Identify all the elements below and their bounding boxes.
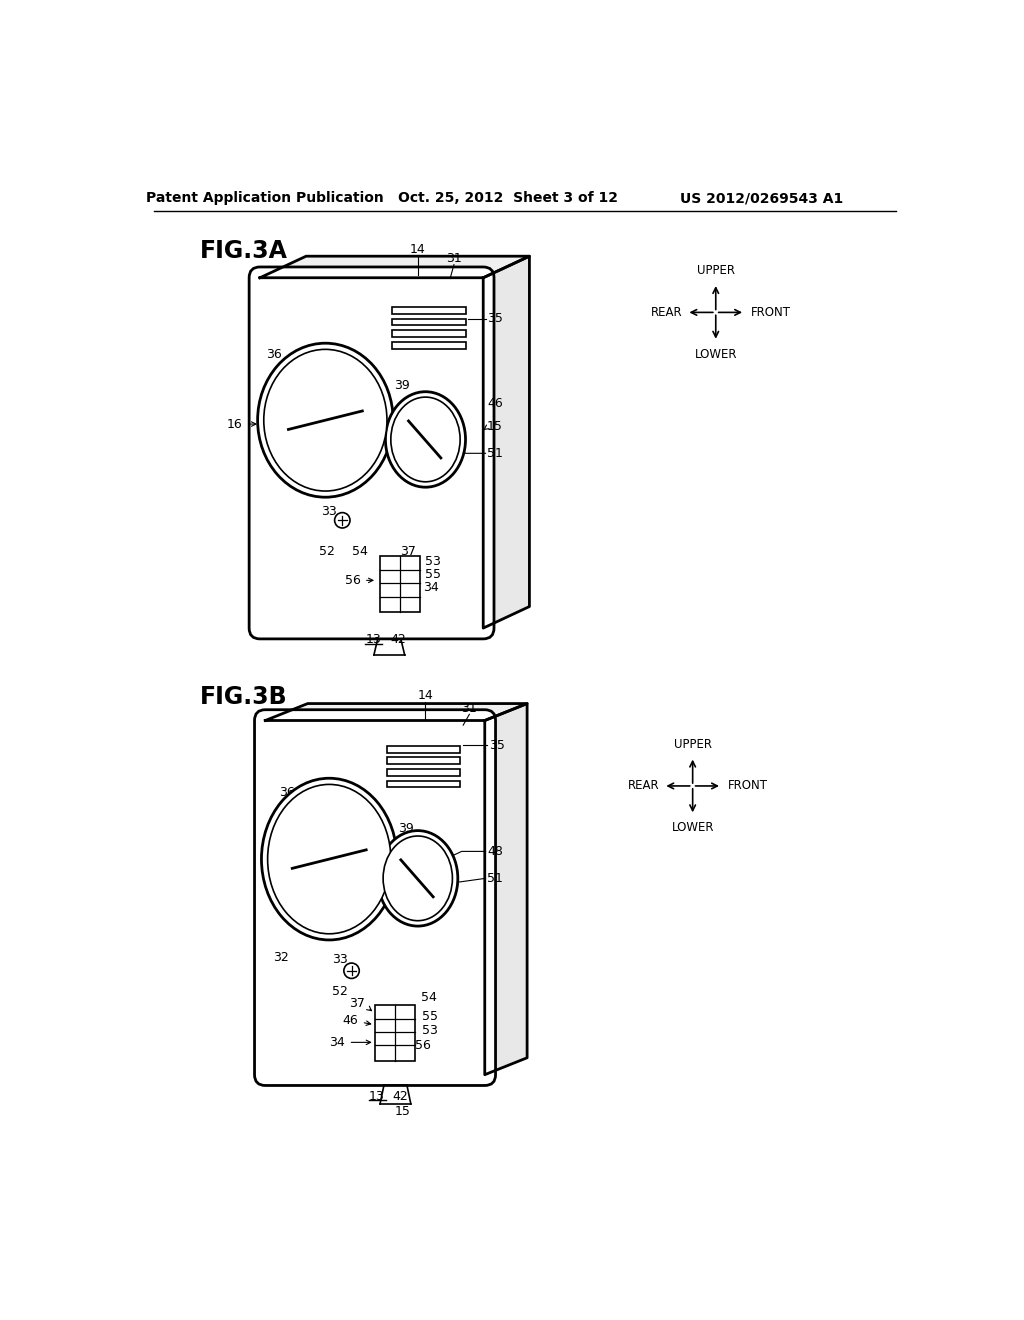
Ellipse shape [264, 350, 387, 491]
Text: Oct. 25, 2012  Sheet 3 of 12: Oct. 25, 2012 Sheet 3 of 12 [398, 191, 617, 206]
Text: 15: 15 [487, 420, 503, 433]
Bar [387, 770, 460, 776]
Polygon shape [484, 704, 527, 1074]
FancyBboxPatch shape [249, 267, 494, 639]
Text: 31: 31 [446, 252, 462, 265]
Text: 33: 33 [332, 953, 348, 966]
Polygon shape [483, 256, 529, 628]
Bar [376, 1006, 416, 1061]
Text: FIG.3A: FIG.3A [200, 239, 288, 263]
Text: 37: 37 [349, 998, 366, 1010]
Text: 41: 41 [375, 841, 391, 853]
Text: 31: 31 [462, 702, 477, 714]
Text: REAR: REAR [628, 779, 659, 792]
Text: 55: 55 [422, 1010, 437, 1023]
Text: 39: 39 [393, 379, 410, 392]
Text: FIG.3B: FIG.3B [200, 685, 288, 709]
Text: 16: 16 [291, 804, 306, 817]
Text: 48: 48 [487, 845, 503, 858]
Text: 52: 52 [318, 545, 335, 557]
Text: 51: 51 [487, 871, 503, 884]
Text: 39: 39 [398, 822, 414, 834]
Text: 34: 34 [423, 581, 439, 594]
Circle shape [335, 512, 350, 528]
Text: 33: 33 [322, 504, 337, 517]
Ellipse shape [258, 343, 393, 498]
Text: 46: 46 [342, 1014, 357, 1027]
Text: 55: 55 [425, 568, 440, 581]
Text: 41: 41 [374, 397, 389, 409]
Text: 35: 35 [487, 312, 503, 325]
Text: 53: 53 [422, 1024, 437, 1038]
Text: UPPER: UPPER [696, 264, 735, 277]
Text: 53: 53 [425, 556, 440, 569]
Text: 13: 13 [369, 1090, 385, 1102]
Text: 35: 35 [488, 739, 505, 751]
Text: 34: 34 [329, 1036, 345, 1049]
Bar [392, 342, 466, 348]
Circle shape [344, 964, 359, 978]
Text: US 2012/0269543 A1: US 2012/0269543 A1 [680, 191, 844, 206]
Text: FRONT: FRONT [728, 779, 768, 792]
Text: Patent Application Publication: Patent Application Publication [146, 191, 384, 206]
Text: 13: 13 [366, 634, 381, 647]
Text: 46: 46 [487, 397, 503, 409]
Text: 36: 36 [266, 348, 282, 362]
Text: 40: 40 [423, 397, 439, 409]
Text: 42: 42 [390, 634, 407, 647]
Text: 14: 14 [418, 689, 433, 702]
Text: LOWER: LOWER [672, 821, 714, 834]
Text: 54: 54 [422, 991, 437, 1005]
Bar [380, 557, 420, 612]
Text: 54: 54 [352, 545, 368, 557]
Text: LOWER: LOWER [694, 348, 737, 360]
Ellipse shape [378, 830, 458, 927]
Ellipse shape [385, 392, 466, 487]
Text: 32: 32 [272, 952, 289, 964]
Polygon shape [260, 256, 529, 277]
Text: 37: 37 [399, 545, 416, 557]
FancyBboxPatch shape [255, 710, 496, 1085]
Text: 56: 56 [345, 574, 360, 587]
Bar [387, 780, 460, 788]
Text: 51: 51 [487, 446, 503, 459]
Text: REAR: REAR [651, 306, 683, 319]
Ellipse shape [267, 784, 391, 933]
Bar [387, 746, 460, 752]
Text: 16: 16 [226, 417, 243, 430]
Text: 38: 38 [368, 822, 383, 834]
Bar [387, 758, 460, 764]
Text: 40: 40 [423, 841, 439, 853]
Text: 14: 14 [410, 243, 426, 256]
Ellipse shape [261, 779, 397, 940]
Text: 36: 36 [279, 785, 295, 799]
Text: 32: 32 [307, 348, 324, 362]
Bar [392, 308, 466, 314]
Bar [392, 330, 466, 337]
Text: 42: 42 [392, 1090, 408, 1102]
Ellipse shape [383, 836, 453, 921]
Text: FRONT: FRONT [752, 306, 792, 319]
Text: 48: 48 [398, 397, 414, 409]
Text: 38: 38 [365, 379, 380, 392]
Text: 52: 52 [332, 985, 348, 998]
Text: UPPER: UPPER [674, 738, 712, 751]
Bar [392, 318, 466, 326]
Polygon shape [265, 704, 527, 721]
Text: 56: 56 [416, 1039, 431, 1052]
Text: 15: 15 [394, 1105, 411, 1118]
Ellipse shape [391, 397, 460, 482]
